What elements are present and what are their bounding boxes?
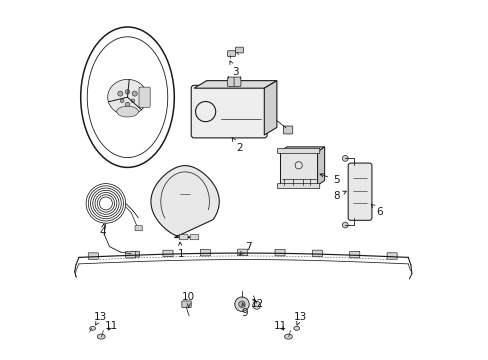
FancyBboxPatch shape: [179, 235, 187, 240]
Text: 10: 10: [182, 292, 195, 307]
FancyBboxPatch shape: [347, 163, 371, 220]
FancyBboxPatch shape: [235, 47, 243, 53]
Ellipse shape: [284, 334, 292, 339]
Text: 8: 8: [332, 191, 346, 201]
Polygon shape: [317, 147, 324, 185]
FancyBboxPatch shape: [234, 77, 241, 86]
FancyBboxPatch shape: [277, 148, 319, 153]
FancyBboxPatch shape: [386, 253, 396, 259]
Circle shape: [131, 99, 134, 103]
Circle shape: [342, 156, 347, 161]
Text: 7: 7: [239, 242, 251, 255]
FancyBboxPatch shape: [190, 235, 199, 240]
FancyBboxPatch shape: [130, 251, 139, 257]
FancyBboxPatch shape: [283, 126, 292, 134]
Text: 5: 5: [319, 174, 339, 185]
Text: 6: 6: [370, 204, 382, 217]
FancyBboxPatch shape: [227, 51, 235, 57]
FancyBboxPatch shape: [237, 249, 247, 256]
Text: 2: 2: [231, 138, 242, 153]
FancyBboxPatch shape: [182, 301, 191, 307]
Text: 1: 1: [178, 242, 184, 259]
Polygon shape: [151, 166, 219, 238]
Polygon shape: [279, 147, 324, 152]
Circle shape: [132, 91, 137, 96]
FancyBboxPatch shape: [191, 85, 266, 138]
Text: 12: 12: [250, 299, 263, 309]
Circle shape: [238, 301, 244, 307]
Circle shape: [252, 301, 260, 309]
FancyBboxPatch shape: [277, 184, 319, 189]
Text: 11: 11: [273, 321, 286, 331]
Polygon shape: [107, 80, 147, 113]
Text: 4: 4: [99, 224, 105, 237]
Polygon shape: [264, 81, 276, 135]
Ellipse shape: [117, 106, 138, 117]
FancyBboxPatch shape: [125, 251, 135, 258]
Circle shape: [125, 90, 129, 94]
Ellipse shape: [293, 326, 299, 330]
Polygon shape: [279, 152, 317, 185]
FancyBboxPatch shape: [200, 249, 210, 256]
FancyBboxPatch shape: [135, 226, 142, 231]
Text: 11: 11: [104, 321, 118, 331]
Circle shape: [125, 102, 129, 107]
Text: 9: 9: [241, 303, 247, 318]
FancyBboxPatch shape: [88, 253, 98, 259]
Polygon shape: [194, 81, 276, 88]
Text: 13: 13: [293, 312, 306, 325]
FancyBboxPatch shape: [227, 77, 234, 86]
Circle shape: [342, 222, 347, 228]
FancyBboxPatch shape: [274, 249, 285, 256]
Circle shape: [120, 99, 123, 103]
Circle shape: [234, 297, 249, 311]
FancyBboxPatch shape: [312, 250, 322, 257]
Text: 3: 3: [229, 61, 238, 77]
FancyBboxPatch shape: [163, 250, 173, 257]
FancyBboxPatch shape: [139, 87, 150, 107]
Text: 13: 13: [94, 312, 107, 325]
Ellipse shape: [89, 326, 95, 330]
Ellipse shape: [97, 334, 105, 339]
Circle shape: [118, 91, 122, 96]
FancyBboxPatch shape: [349, 251, 359, 258]
